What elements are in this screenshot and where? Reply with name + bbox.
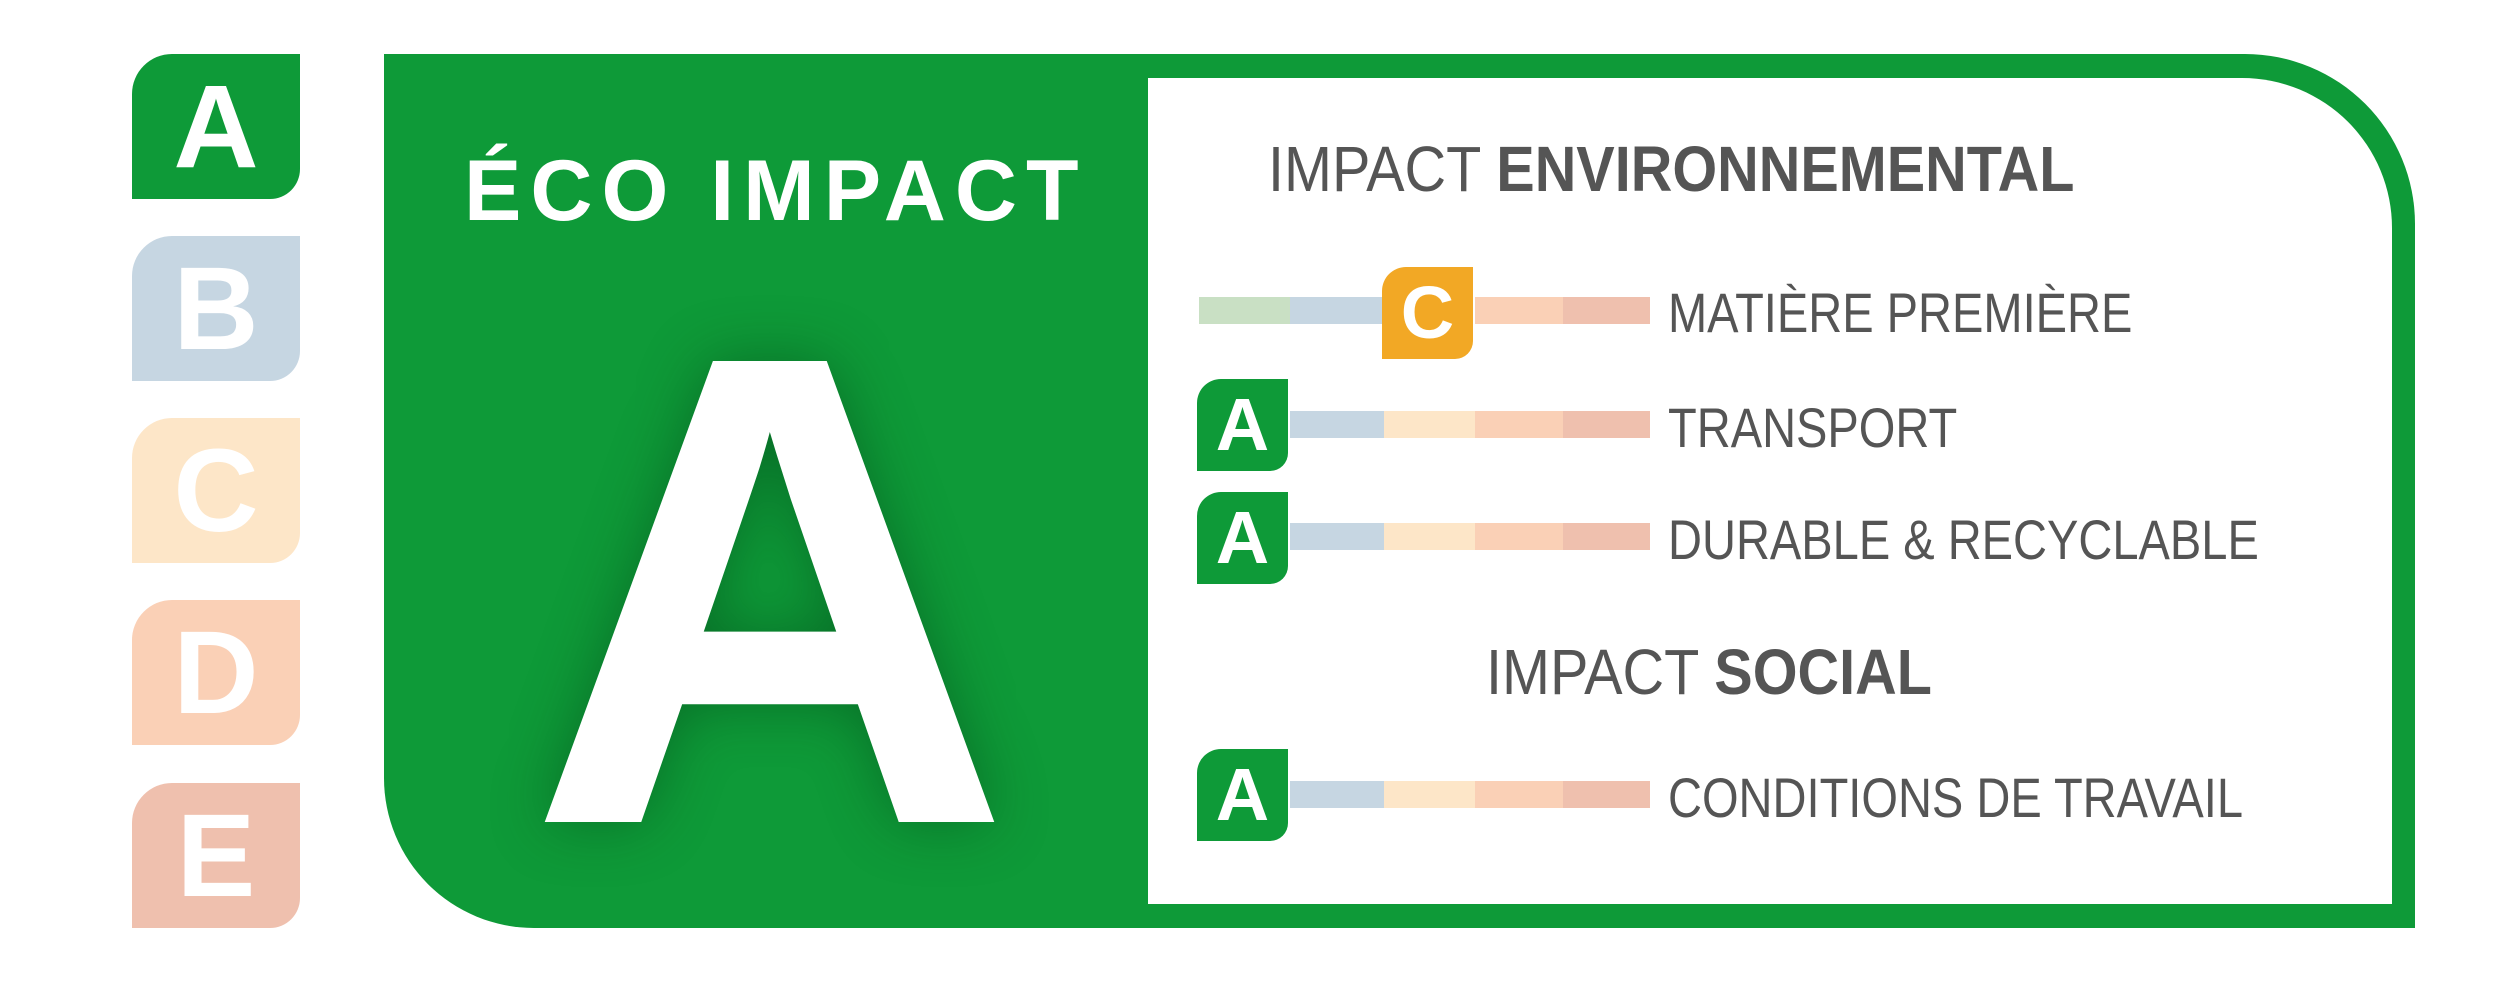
scale-segment-b bbox=[1290, 297, 1384, 324]
scale-grade-b: B bbox=[132, 236, 300, 381]
scale-segment-e bbox=[1563, 297, 1650, 324]
social-heading-light: IMPACT bbox=[1486, 636, 1699, 708]
eco-impact-title: ÉCO IMPACT bbox=[464, 143, 1088, 239]
scale-segment-c bbox=[1384, 781, 1475, 808]
social-heading: IMPACT SOCIAL bbox=[1486, 640, 1932, 704]
environmental-heading-light: IMPACT bbox=[1268, 133, 1481, 205]
scale-segment-d bbox=[1475, 297, 1563, 324]
grade-badge: C bbox=[1382, 267, 1473, 359]
scale-segment-a bbox=[1199, 297, 1290, 324]
scale-segment-d bbox=[1475, 781, 1563, 808]
scale-segment-d bbox=[1475, 523, 1563, 550]
criteria-label: CONDITIONS DE TRAVAIL bbox=[1668, 766, 2244, 829]
scale-segment-e bbox=[1563, 523, 1650, 550]
details-card bbox=[1148, 78, 2392, 904]
environmental-heading: IMPACT ENVIRONNEMENTAL bbox=[1268, 137, 2074, 201]
scale-segment-b bbox=[1290, 781, 1384, 808]
scale-grade-c: C bbox=[132, 418, 300, 563]
criteria-label: TRANSPORT bbox=[1668, 396, 1958, 459]
scale-segment-b bbox=[1290, 411, 1384, 438]
scale-segment-e bbox=[1563, 781, 1650, 808]
grade-badge: A bbox=[1197, 379, 1288, 471]
scale-segment-c bbox=[1384, 411, 1475, 438]
criteria-label: MATIÈRE PREMIÈRE bbox=[1668, 281, 2133, 344]
scale-grade-a: A bbox=[132, 54, 300, 199]
scale-segment-d bbox=[1475, 411, 1563, 438]
criteria-label: DURABLE & RECYCLABLE bbox=[1668, 508, 2259, 571]
scale-segment-b bbox=[1290, 523, 1384, 550]
grade-badge: A bbox=[1197, 749, 1288, 841]
overall-grade: A bbox=[528, 215, 1012, 964]
scale-segment-c bbox=[1384, 523, 1475, 550]
scale-grade-d: D bbox=[132, 600, 300, 745]
scale-grade-e: E bbox=[132, 783, 300, 928]
social-heading-bold: SOCIAL bbox=[1714, 636, 1932, 708]
environmental-heading-bold: ENVIRONNEMENTAL bbox=[1496, 133, 2075, 205]
scale-segment-e bbox=[1563, 411, 1650, 438]
grade-badge: A bbox=[1197, 492, 1288, 584]
